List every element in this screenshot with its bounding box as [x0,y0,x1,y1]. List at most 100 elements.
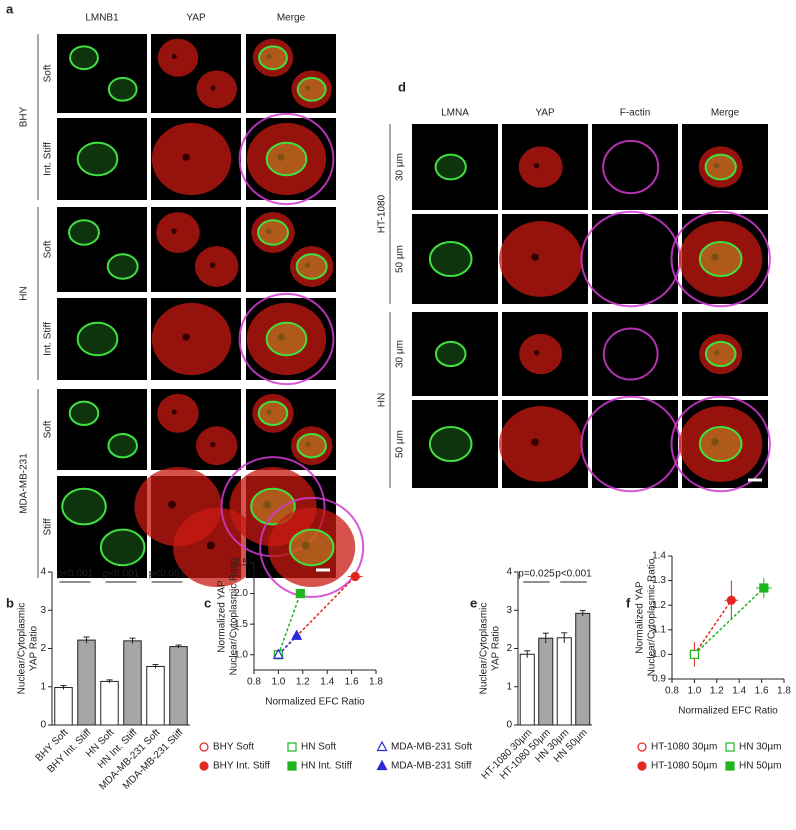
panel-label: f [626,595,631,610]
nucleus [68,219,100,246]
row-label: Int. Stiff [43,322,54,356]
p-value: p<0.001 [57,569,94,580]
bar [575,612,591,726]
nucleus [698,240,743,278]
nucleolus [168,500,177,509]
nucleus [257,400,289,426]
nucleolus [209,262,216,268]
nucleolus [182,333,190,341]
nucleolus [182,153,190,161]
legend-label: BHY Soft [213,742,254,753]
bar [77,639,96,726]
marker [689,649,700,660]
nucleus [61,487,107,526]
legend-label: HN 50µm [739,761,781,772]
cell-body [196,70,237,109]
x-tick-label: 1.4 [732,686,746,697]
micrograph [57,118,147,200]
x-tick-label: 1.2 [710,686,724,697]
trend-line [693,599,732,655]
bar [519,653,535,726]
nucleus [265,141,308,177]
row-label: 30 µm [395,340,406,368]
bar [538,637,554,726]
row-label: Stiff [43,518,54,535]
nucleus [106,253,139,280]
nucleus [250,487,296,526]
bar [556,637,572,726]
legend-label: HT-1080 50µm [651,761,717,772]
y-tick-label: 2 [40,643,46,654]
group-label: HT-1080 [377,194,388,233]
nucleus [69,45,99,71]
nucleus [428,240,473,278]
group-label: MDA-MB-231 [19,453,30,514]
y-axis-label: YAP Ratio [29,625,40,671]
y-tick-label: 1 [506,681,512,692]
marker [726,595,736,605]
row-label: 50 µm [395,245,406,273]
column-header: Merge [277,13,306,24]
nucleolus [171,228,177,234]
nucleus [704,340,737,368]
cell-body [499,406,583,482]
micrograph [57,389,147,470]
cell-body [519,333,563,375]
x-axis-label: Normalized EFC Ratio [265,697,365,708]
legend-label: MDA-MB-231 Stiff [391,761,472,772]
bar [123,640,142,726]
nucleus [99,528,146,567]
legend-marker [376,740,388,752]
trend-line [277,593,302,655]
column-header: LMNB1 [85,13,119,24]
legend-label: BHY Int. Stiff [213,761,270,772]
nucleolus [533,349,540,356]
nucleolus [531,438,539,446]
cell-body [499,221,583,297]
legend-marker [199,742,209,752]
nucleus [107,433,138,459]
x-tick-label: 1.6 [345,677,359,688]
y-tick-label: 1.1 [652,624,666,635]
nucleus [434,340,467,368]
nucleolus [210,441,216,447]
legend-marker [287,742,297,752]
legend-marker [287,761,297,771]
micrograph [592,312,678,396]
nucleus [257,219,289,246]
nucleus [76,321,119,357]
x-tick-label: 1.2 [296,677,310,688]
y-axis-label: Nuclear/Cytoplasmic Ratio [229,557,240,675]
legend-label: HN Int. Stiff [301,761,352,772]
x-tick-label: 1.0 [687,686,701,697]
legend-marker [376,759,388,771]
x-tick-label: 1.0 [271,677,285,688]
legend-marker [637,761,647,771]
micrograph [57,298,147,380]
nucleolus [171,53,177,59]
nucleolus [210,85,216,91]
nucleus [107,76,138,102]
y-tick-label: 0.9 [652,674,666,685]
row-label: 50 µm [395,430,406,458]
panel-label: e [470,595,477,610]
group-label: HN [19,286,30,300]
row-label: Soft [43,64,54,82]
nucleus [68,400,100,426]
nucleolus [531,253,539,261]
nucleus [698,425,743,463]
nucleus [296,76,327,102]
micrograph [412,124,498,210]
bar [54,687,73,726]
x-tick-label: 1.6 [755,686,769,697]
bar [146,665,165,726]
micrograph [57,207,147,292]
marker [350,571,360,582]
nucleus [76,141,119,177]
actin-ring [602,139,660,195]
column-header: YAP [535,108,555,119]
nucleus [434,153,467,181]
y-tick-label: 2.5 [234,558,248,569]
nucleus [265,321,308,357]
legend-marker [199,761,209,771]
